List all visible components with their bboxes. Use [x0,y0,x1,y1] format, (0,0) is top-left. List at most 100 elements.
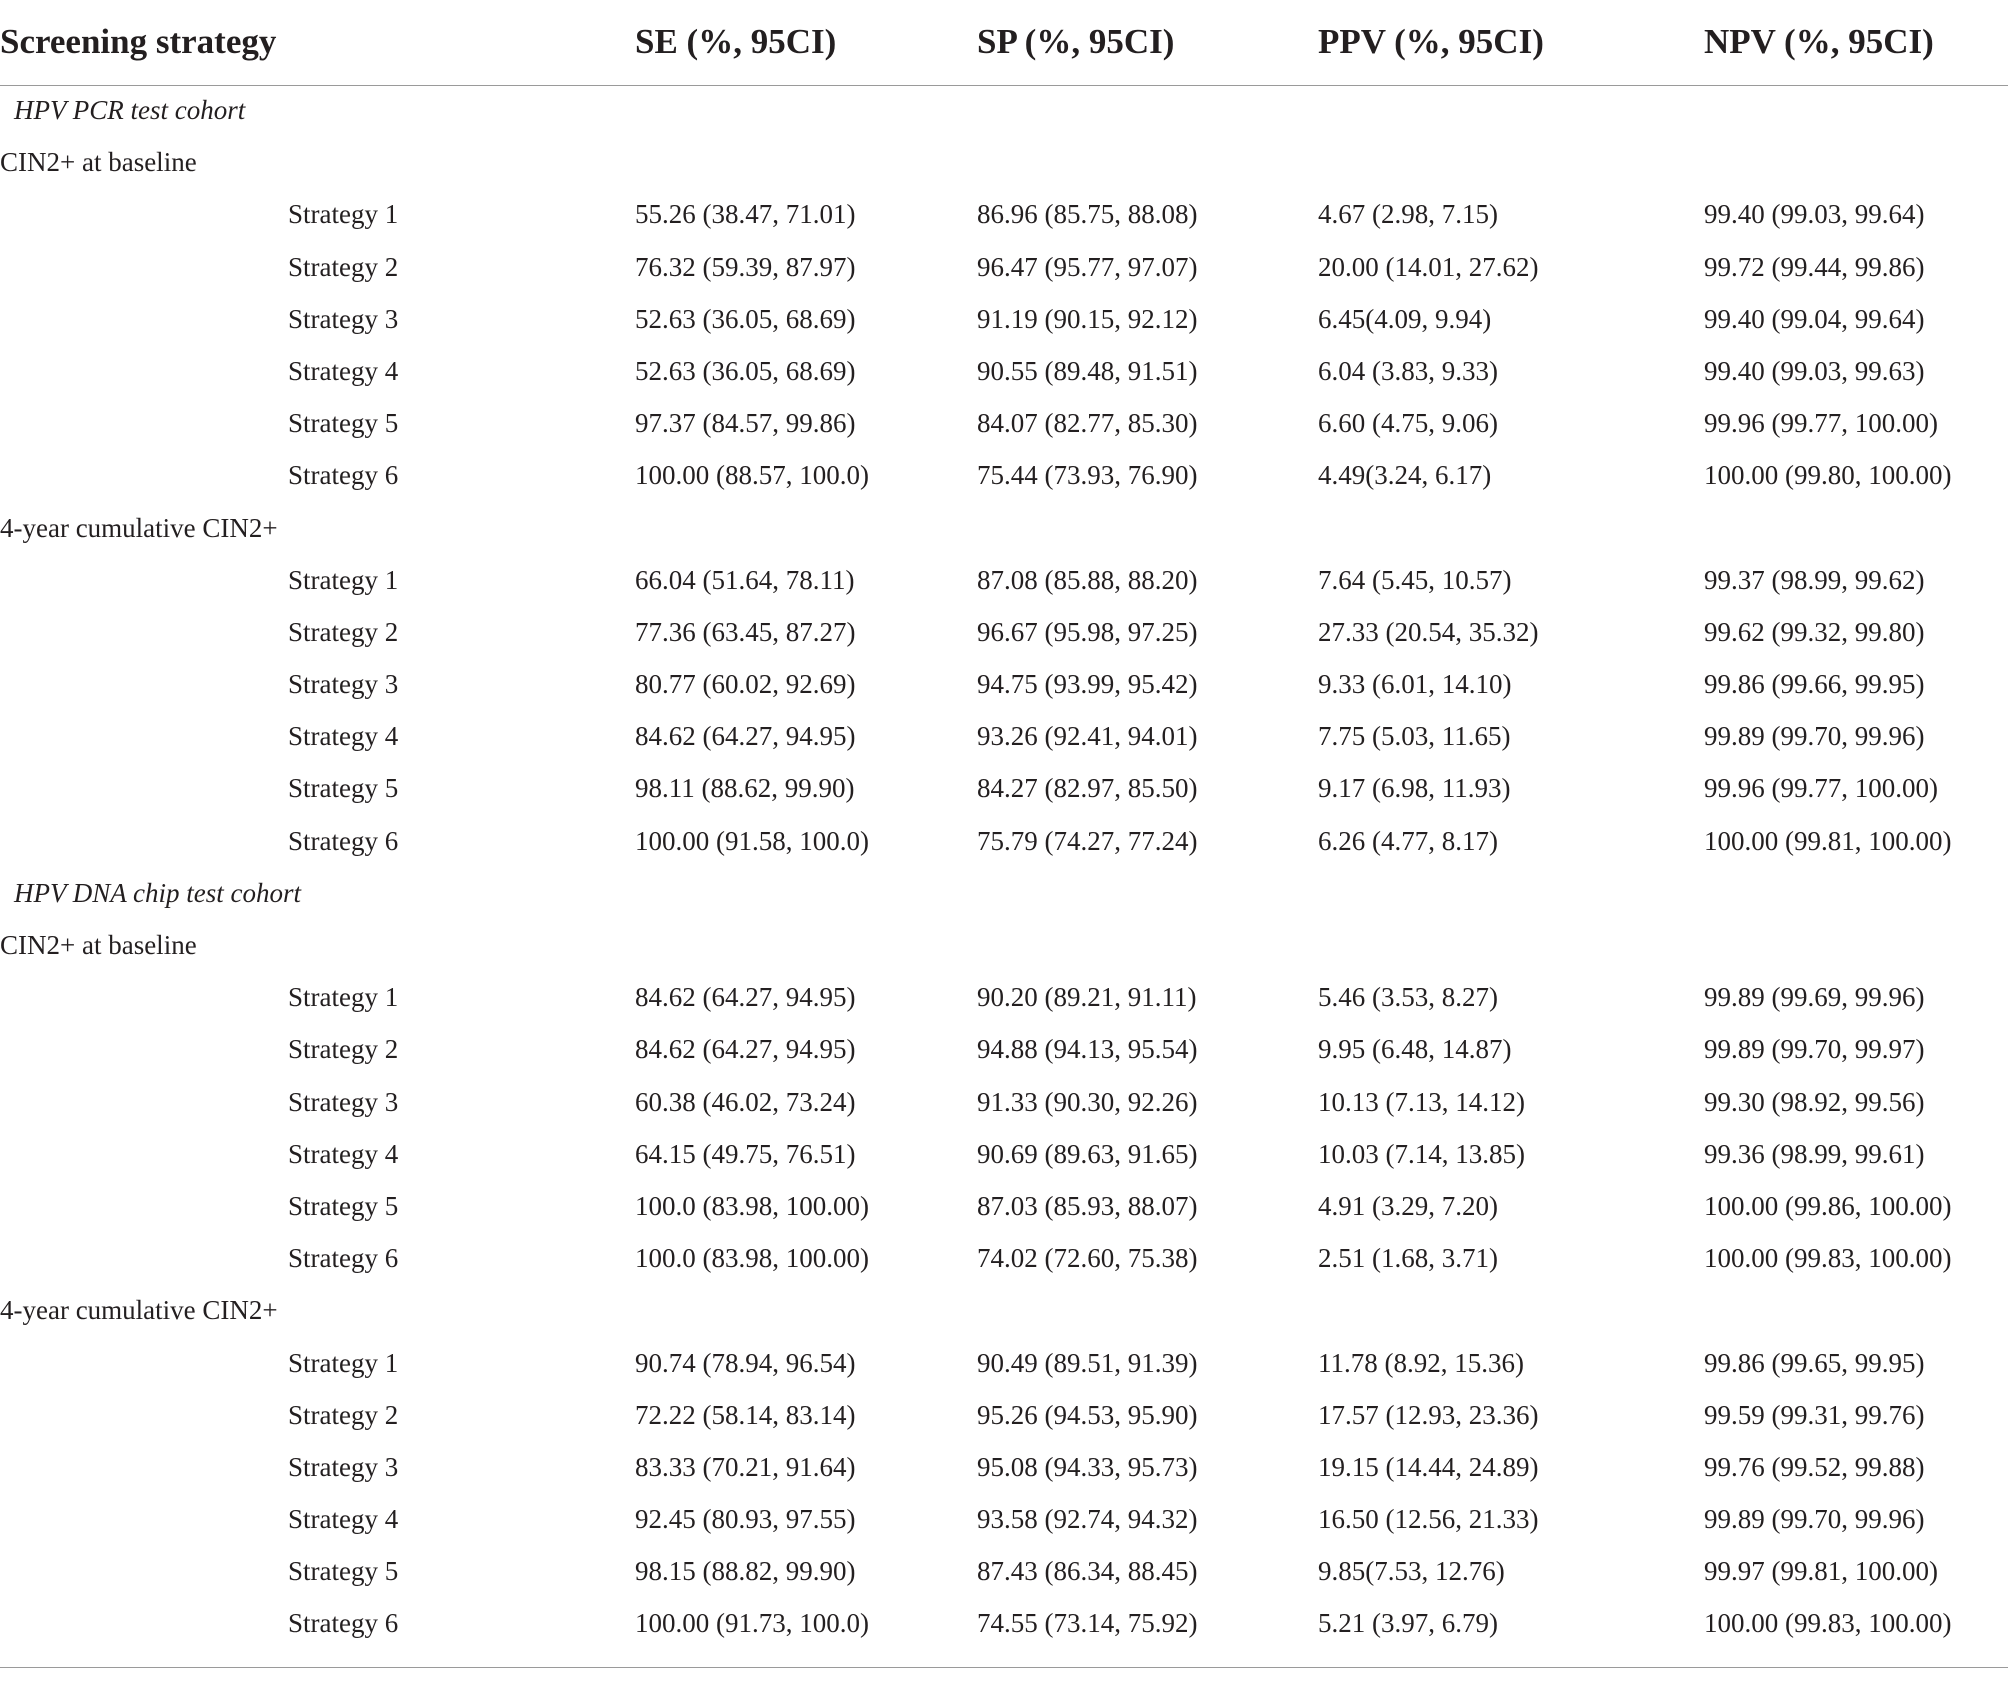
strategy-cell: Strategy 6 [288,460,399,491]
sp-cell: 84.07 (82.77, 85.30) [977,408,1198,439]
ppv-cell: 6.26 (4.77, 8.17) [1318,825,1498,856]
table-row: Strategy 5 100.0 (83.98, 100.00) 87.03 (85… [0,1181,2008,1233]
strategy-cell: Strategy 6 [288,1243,399,1274]
header-screening-strategy: Screening strategy [0,22,277,61]
table-row: Strategy 6 100.00 (88.57, 100.0) 75.44 (73… [0,450,2008,502]
npv-cell: 99.40 (99.03, 99.64) [1704,199,1925,230]
sp-cell: 84.27 (82.97, 85.50) [977,773,1198,804]
se-cell: 52.63 (36.05, 68.69) [635,303,856,334]
group-label: 4-year cumulative CIN2+ [0,1295,278,1326]
se-cell: 60.38 (46.02, 73.24) [635,1086,856,1117]
ppv-cell: 9.17 (6.98, 11.93) [1318,773,1511,804]
npv-cell: 99.96 (99.77, 100.00) [1704,773,1938,804]
se-cell: 90.74 (78.94, 96.54) [635,1347,856,1378]
strategy-cell: Strategy 1 [288,199,399,230]
strategy-cell: Strategy 2 [288,1399,399,1430]
npv-cell: 100.00 (99.83, 100.00) [1704,1608,1952,1639]
strategy-cell: Strategy 6 [288,825,399,856]
npv-cell: 99.36 (98.99, 99.61) [1704,1138,1925,1169]
sp-cell: 90.49 (89.51, 91.39) [977,1347,1198,1378]
ppv-cell: 10.03 (7.14, 13.85) [1318,1138,1525,1169]
strategy-cell: Strategy 1 [288,564,399,595]
header-npv: NPV (%, 95CI) [1704,22,1934,61]
ppv-cell: 5.21 (3.97, 6.79) [1318,1608,1498,1639]
npv-cell: 99.59 (99.31, 99.76) [1704,1399,1925,1430]
group-heading-row: CIN2+ at baseline [0,920,2008,972]
se-cell: 66.04 (51.64, 78.11) [635,564,855,595]
sp-cell: 87.08 (85.88, 88.20) [977,564,1198,595]
table-row: Strategy 6 100.0 (83.98, 100.00) 74.02 (72… [0,1233,2008,1285]
npv-cell: 99.86 (99.66, 99.95) [1704,669,1925,700]
table-row: Strategy 5 97.37 (84.57, 99.86) 84.07 (82.… [0,398,2008,450]
se-cell: 76.32 (59.39, 87.97) [635,251,856,282]
sp-cell: 93.58 (92.74, 94.32) [977,1504,1198,1535]
ppv-cell: 27.33 (20.54, 35.32) [1318,616,1539,647]
npv-cell: 99.72 (99.44, 99.86) [1704,251,1925,282]
table-row: Strategy 3 60.38 (46.02, 73.24) 91.33 (90.… [0,1077,2008,1129]
strategy-cell: Strategy 4 [288,355,399,386]
npv-cell: 99.40 (99.04, 99.64) [1704,303,1925,334]
se-cell: 52.63 (36.05, 68.69) [635,355,856,386]
se-cell: 100.0 (83.98, 100.00) [635,1243,869,1274]
table-row: Strategy 4 84.62 (64.27, 94.95) 93.26 (92.… [0,711,2008,763]
se-cell: 98.11 (88.62, 99.90) [635,773,855,804]
sp-cell: 90.55 (89.48, 91.51) [977,355,1198,386]
strategy-cell: Strategy 5 [288,773,399,804]
table-row: Strategy 2 77.36 (63.45, 87.27) 96.67 (95.… [0,607,2008,659]
sp-cell: 75.44 (73.93, 76.90) [977,460,1198,491]
strategy-cell: Strategy 5 [288,1556,399,1587]
ppv-cell: 6.04 (3.83, 9.33) [1318,355,1498,386]
se-cell: 84.62 (64.27, 94.95) [635,1034,856,1065]
group-heading-row: CIN2+ at baseline [0,137,2008,189]
table-row: Strategy 2 72.22 (58.14, 83.14) 95.26 (94.… [0,1390,2008,1442]
table-row: Strategy 2 76.32 (59.39, 87.97) 96.47 (95.… [0,242,2008,294]
sp-cell: 93.26 (92.41, 94.01) [977,721,1198,752]
table-row: Strategy 4 64.15 (49.75, 76.51) 90.69 (89.… [0,1129,2008,1181]
table-row: Strategy 6 100.00 (91.58, 100.0) 75.79 (74… [0,816,2008,868]
se-cell: 55.26 (38.47, 71.01) [635,199,856,230]
group-heading-row: 4-year cumulative CIN2+ [0,1285,2008,1337]
sp-cell: 91.33 (90.30, 92.26) [977,1086,1198,1117]
table-row: Strategy 3 80.77 (60.02, 92.69) 94.75 (93.… [0,659,2008,711]
strategy-cell: Strategy 3 [288,669,399,700]
ppv-cell: 9.85(7.53, 12.76) [1318,1556,1505,1587]
ppv-cell: 20.00 (14.01, 27.62) [1318,251,1539,282]
npv-cell: 99.76 (99.52, 99.88) [1704,1451,1925,1482]
strategy-cell: Strategy 2 [288,251,399,282]
se-cell: 77.36 (63.45, 87.27) [635,616,856,647]
npv-cell: 99.62 (99.32, 99.80) [1704,616,1925,647]
ppv-cell: 6.45(4.09, 9.94) [1318,303,1492,334]
strategy-cell: Strategy 5 [288,408,399,439]
sp-cell: 96.47 (95.77, 97.07) [977,251,1198,282]
strategy-cell: Strategy 5 [288,1190,399,1221]
strategy-cell: Strategy 1 [288,1347,399,1378]
ppv-cell: 7.75 (5.03, 11.65) [1318,721,1511,752]
se-cell: 97.37 (84.57, 99.86) [635,408,856,439]
se-cell: 100.00 (88.57, 100.0) [635,460,869,491]
strategy-cell: Strategy 3 [288,303,399,334]
sp-cell: 95.26 (94.53, 95.90) [977,1399,1198,1430]
strategy-cell: Strategy 2 [288,1034,399,1065]
cohort-label: HPV DNA chip test cohort [14,877,301,908]
strategy-cell: Strategy 4 [288,1138,399,1169]
npv-cell: 99.96 (99.77, 100.00) [1704,408,1938,439]
ppv-cell: 9.33 (6.01, 14.10) [1318,669,1512,700]
table-row: Strategy 1 66.04 (51.64, 78.11) 87.08 (85.… [0,555,2008,607]
ppv-cell: 4.67 (2.98, 7.15) [1318,199,1498,230]
table-row: Strategy 1 55.26 (38.47, 71.01) 86.96 (85.… [0,189,2008,241]
se-cell: 100.00 (91.73, 100.0) [635,1608,869,1639]
ppv-cell: 9.95 (6.48, 14.87) [1318,1034,1512,1065]
sp-cell: 90.69 (89.63, 91.65) [977,1138,1198,1169]
npv-cell: 99.86 (99.65, 99.95) [1704,1347,1925,1378]
ppv-cell: 2.51 (1.68, 3.71) [1318,1243,1498,1274]
table-bottom-rule [0,1667,2008,1668]
table-row: Strategy 6 100.00 (91.73, 100.0) 74.55 (73… [0,1598,2008,1650]
ppv-cell: 7.64 (5.45, 10.57) [1318,564,1512,595]
sp-cell: 94.75 (93.99, 95.42) [977,669,1198,700]
sp-cell: 90.20 (89.21, 91.11) [977,982,1197,1013]
ppv-cell: 19.15 (14.44, 24.89) [1318,1451,1539,1482]
ppv-cell: 5.46 (3.53, 8.27) [1318,982,1498,1013]
table-row: Strategy 4 92.45 (80.93, 97.55) 93.58 (92.… [0,1494,2008,1546]
table-header: Screening strategy SE (%, 95CI) SP (%, 9… [0,0,2008,85]
ppv-cell: 6.60 (4.75, 9.06) [1318,408,1498,439]
